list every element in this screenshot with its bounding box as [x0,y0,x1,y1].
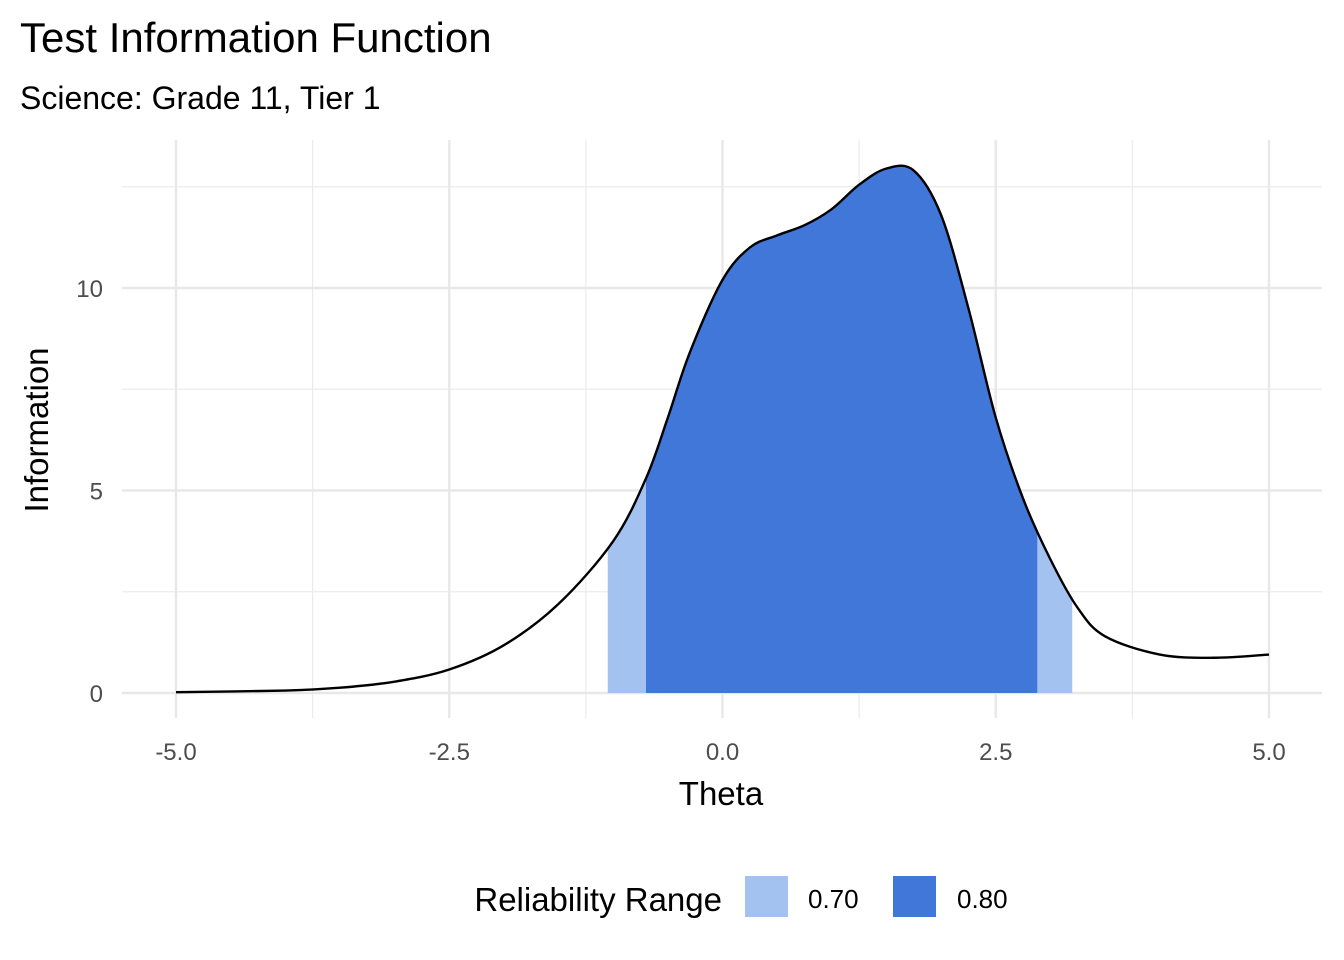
y-tick-label: 10 [76,276,103,303]
x-tick-label: 0.0 [706,739,739,766]
y-axis-title: Information [18,347,55,512]
legend-label-070: 0.70 [808,884,859,914]
band-080 [645,165,1038,693]
legend: Reliability Range 0.70 0.80 [474,876,1008,918]
chart-subtitle: Science: Grade 11, Tier 1 [20,80,381,116]
x-tick-label: -5.0 [155,739,196,766]
legend-swatch-080 [893,876,936,917]
x-tick-label: 5.0 [1252,739,1285,766]
legend-label-080: 0.80 [957,884,1008,914]
x-axis-title: Theta [679,775,764,812]
legend-swatch-070 [745,876,788,917]
y-tick-label: 5 [90,479,103,506]
y-tick-label: 0 [90,681,103,708]
chart-title: Test Information Function [20,14,492,61]
x-tick-label: 2.5 [979,739,1012,766]
reliability-bands [607,165,1073,693]
y-axis-ticks: 0 5 10 [76,276,103,708]
legend-title: Reliability Range [474,881,722,918]
information-curve [175,164,1270,694]
x-axis-ticks: -5.0 -2.5 0.0 2.5 5.0 [155,739,1285,766]
x-tick-label: -2.5 [429,739,470,766]
